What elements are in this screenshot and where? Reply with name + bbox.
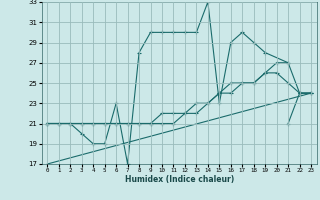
X-axis label: Humidex (Indice chaleur): Humidex (Indice chaleur) xyxy=(124,175,234,184)
